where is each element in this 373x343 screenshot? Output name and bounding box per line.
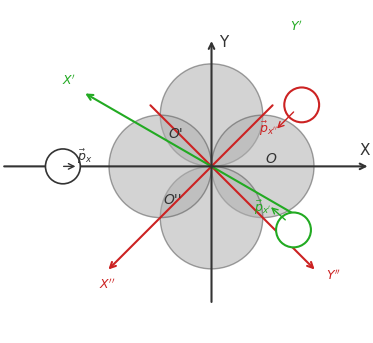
- Text: O': O': [168, 127, 183, 141]
- Text: $X''$: $X''$: [99, 277, 116, 292]
- Circle shape: [211, 115, 314, 217]
- Text: $\vec{p}_{x'}$: $\vec{p}_{x'}$: [254, 198, 272, 216]
- Text: $\vec{p}_x$: $\vec{p}_x$: [77, 148, 92, 166]
- Text: $Y'$: $Y'$: [290, 19, 303, 34]
- Circle shape: [109, 115, 211, 217]
- Text: $Y''$: $Y''$: [326, 268, 341, 283]
- Circle shape: [160, 64, 263, 166]
- Text: O: O: [266, 152, 276, 166]
- Text: O'': O'': [163, 193, 182, 207]
- Text: X: X: [360, 143, 370, 158]
- Text: Y: Y: [219, 35, 228, 50]
- Text: $X'$: $X'$: [62, 73, 76, 88]
- Circle shape: [160, 166, 263, 269]
- Text: $\vec{p}_{x''}$: $\vec{p}_{x''}$: [260, 119, 278, 138]
- Circle shape: [276, 213, 311, 247]
- Circle shape: [284, 87, 319, 122]
- Circle shape: [46, 149, 80, 184]
